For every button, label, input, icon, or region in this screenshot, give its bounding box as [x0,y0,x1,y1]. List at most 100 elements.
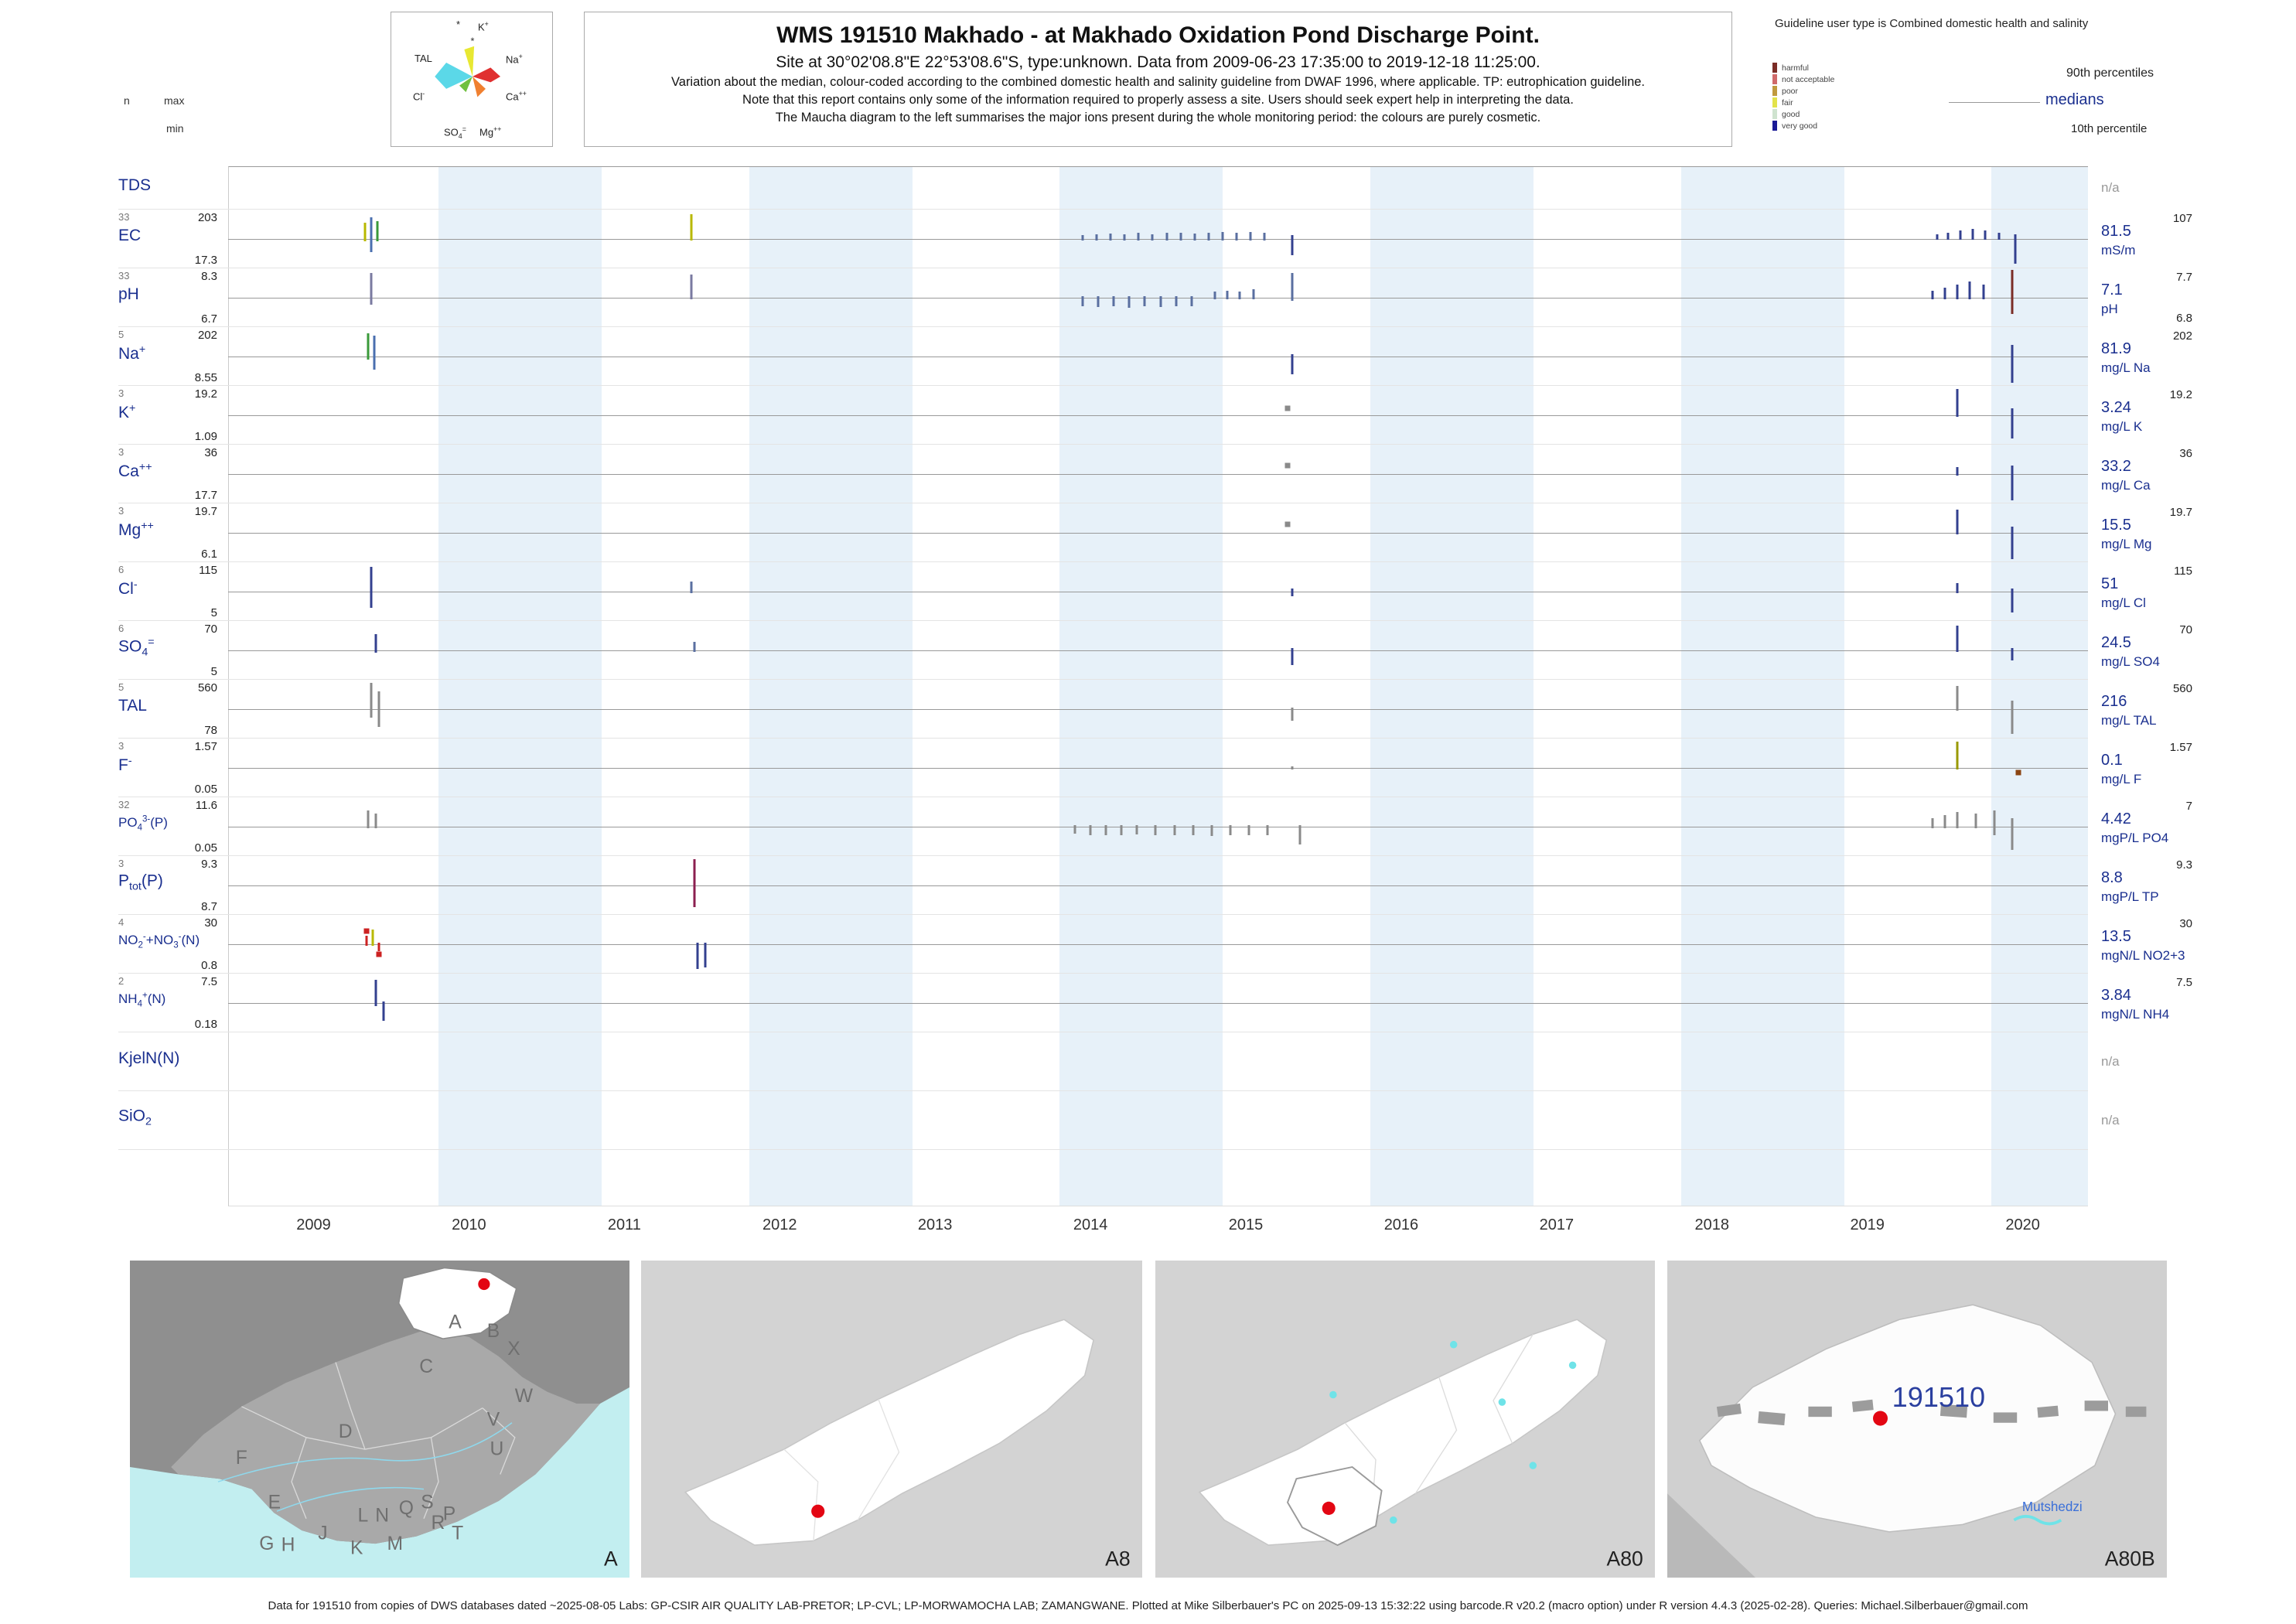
data-mark [1974,813,1977,828]
param-stats-kjeln: n/a [2093,1032,2291,1091]
param-name: TAL [118,697,147,715]
data-mark [1193,234,1196,241]
maucha-ion-na: Na+ [506,53,523,66]
region-letter-D: D [339,1421,353,1442]
param-stats-sio2: n/a [2093,1091,2291,1150]
param-label-tal: 5 560 TAL 78 [118,680,220,739]
median-value: 7.1 [2101,281,2123,299]
x-tick-label-2019: 2019 [1850,1216,1885,1233]
param-stats-ec: 107 81.5 mS/m [2093,210,2291,268]
param-label-mg: 3 19.7 Mg++ 6.1 [118,503,220,562]
param-label-po4: 32 11.6 PO43-(P) 0.05 [118,797,220,856]
report-note-3: The Maucha diagram to the left summarise… [775,111,1541,125]
guideline-class-good: good [1772,108,1834,120]
region-letter-S: S [421,1492,433,1513]
data-mark [1946,233,1950,241]
site-dot [1873,1411,1888,1426]
region-letter-B: B [487,1321,500,1342]
chart-rows: TDS n/a 33 203 EC 17.3 107 81.5 mS/m 33 8.3 pH 6.7 7.… [0,166,2296,1150]
row-separator [118,620,2088,621]
median-line [228,885,2088,886]
p90-value: 7 [2185,800,2192,813]
param-plot-ptot [228,856,2088,915]
param-label-ca: 3 36 Ca++ 17.7 [118,445,220,503]
param-plot-mg [228,503,2088,562]
param-name: PO43-(P) [118,814,168,833]
data-mark [1936,234,1939,241]
data-mark [367,810,370,828]
data-mark [1073,825,1076,834]
guideline-swatch [1772,97,1777,107]
region-letter-X: X [507,1339,520,1360]
max-value: 30 [204,916,217,930]
param-label-ec: 33 203 EC 17.3 [118,210,220,268]
param-row-no23: 4 30 NO2-+NO3-(N) 0.8 30 13.5 mgN/L NO2+3 [0,915,2296,974]
data-mark [377,943,380,952]
data-mark [2011,589,2014,612]
param-plot-tal [228,680,2088,739]
row-separator [118,1149,2088,1150]
max-value: 202 [197,329,217,342]
site-dot [478,1278,490,1291]
report-note-2: Note that this report contains only some… [742,93,1574,107]
param-label-kjeln: KjelN(N) [118,1032,220,1091]
maucha-wedge-tal [435,62,473,89]
data-mark [704,943,707,968]
map-a80b-svg: 191510 Mutshedzi A80B [1667,1261,2167,1578]
report-header: n max min * * K+ TAL Na+ Cl- Ca++ SO4= M… [0,0,2296,159]
maucha-ion-tal: TAL [415,53,432,64]
data-mark [1263,233,1266,241]
map-a8-svg: A8 [641,1261,1142,1578]
sample-count: 3 [118,858,125,869]
guideline-class-label: harmful [1782,63,1810,73]
param-name: NH4+(N) [118,991,166,1009]
region-letter-V: V [487,1410,500,1431]
region-letter-M: M [387,1534,403,1554]
data-mark [370,682,373,718]
title-box: WMS 191510 Makhado - at Makhado Oxidatio… [584,12,1732,147]
data-mark [1210,825,1213,837]
data-mark [1151,234,1154,241]
x-tick-label-2017: 2017 [1539,1216,1574,1233]
guideline-class-harmful: harmful [1772,62,1834,73]
param-stats-nh4: 7.5 3.84 mgN/L NH4 [2093,974,2291,1032]
map-panel-a8: A8 [641,1261,1142,1578]
param-plot-nh4 [228,974,2088,1032]
unit-label: mgN/L NO2+3 [2101,947,2185,963]
data-mark [2011,700,2014,735]
na-value: n/a [2101,180,2120,195]
max-value: 115 [199,564,217,577]
data-mark [1956,466,1959,476]
median-line [228,768,2088,769]
region-letter-K: K [350,1537,363,1558]
unit-label: mg/L SO4 [2101,653,2160,669]
min-value: 5 [210,606,217,619]
data-mark [1298,825,1302,844]
data-mark [1226,290,1229,299]
data-mark [1931,290,1934,299]
report-title: WMS 191510 Makhado - at Makhado Oxidatio… [776,22,1540,48]
map-a80-svg: A80 [1155,1261,1655,1578]
report-subtitle: Site at 30°02'08.8"E 22°53'08.6"S, type:… [776,53,1540,71]
data-mark [2011,647,2014,661]
data-mark [376,221,379,242]
param-row-mg: 3 19.7 Mg++ 6.1 19.7 15.5 mg/L Mg [0,503,2296,562]
maucha-ion-k: K+ [478,20,489,33]
unit-label: mgP/L TP [2101,889,2159,904]
row-separator [118,444,2088,445]
param-plot-ph [228,268,2088,327]
param-name: Cl- [118,578,138,599]
row-separator [118,326,2088,327]
river-mark [2013,1514,2062,1526]
median-legend-line [1949,102,2040,103]
guideline-class-label: poor [1782,86,1799,96]
median-line [228,533,2088,534]
year-band-2014 [1059,167,1223,1206]
param-plot-cl [228,562,2088,621]
data-mark [1291,589,1294,596]
median-value: 8.8 [2101,868,2123,886]
param-label-k: 3 19.2 K+ 1.09 [118,386,220,445]
median-value: 81.9 [2101,339,2131,357]
row-separator [118,973,2088,974]
unit-label: mg/L TAL [2101,712,2157,728]
